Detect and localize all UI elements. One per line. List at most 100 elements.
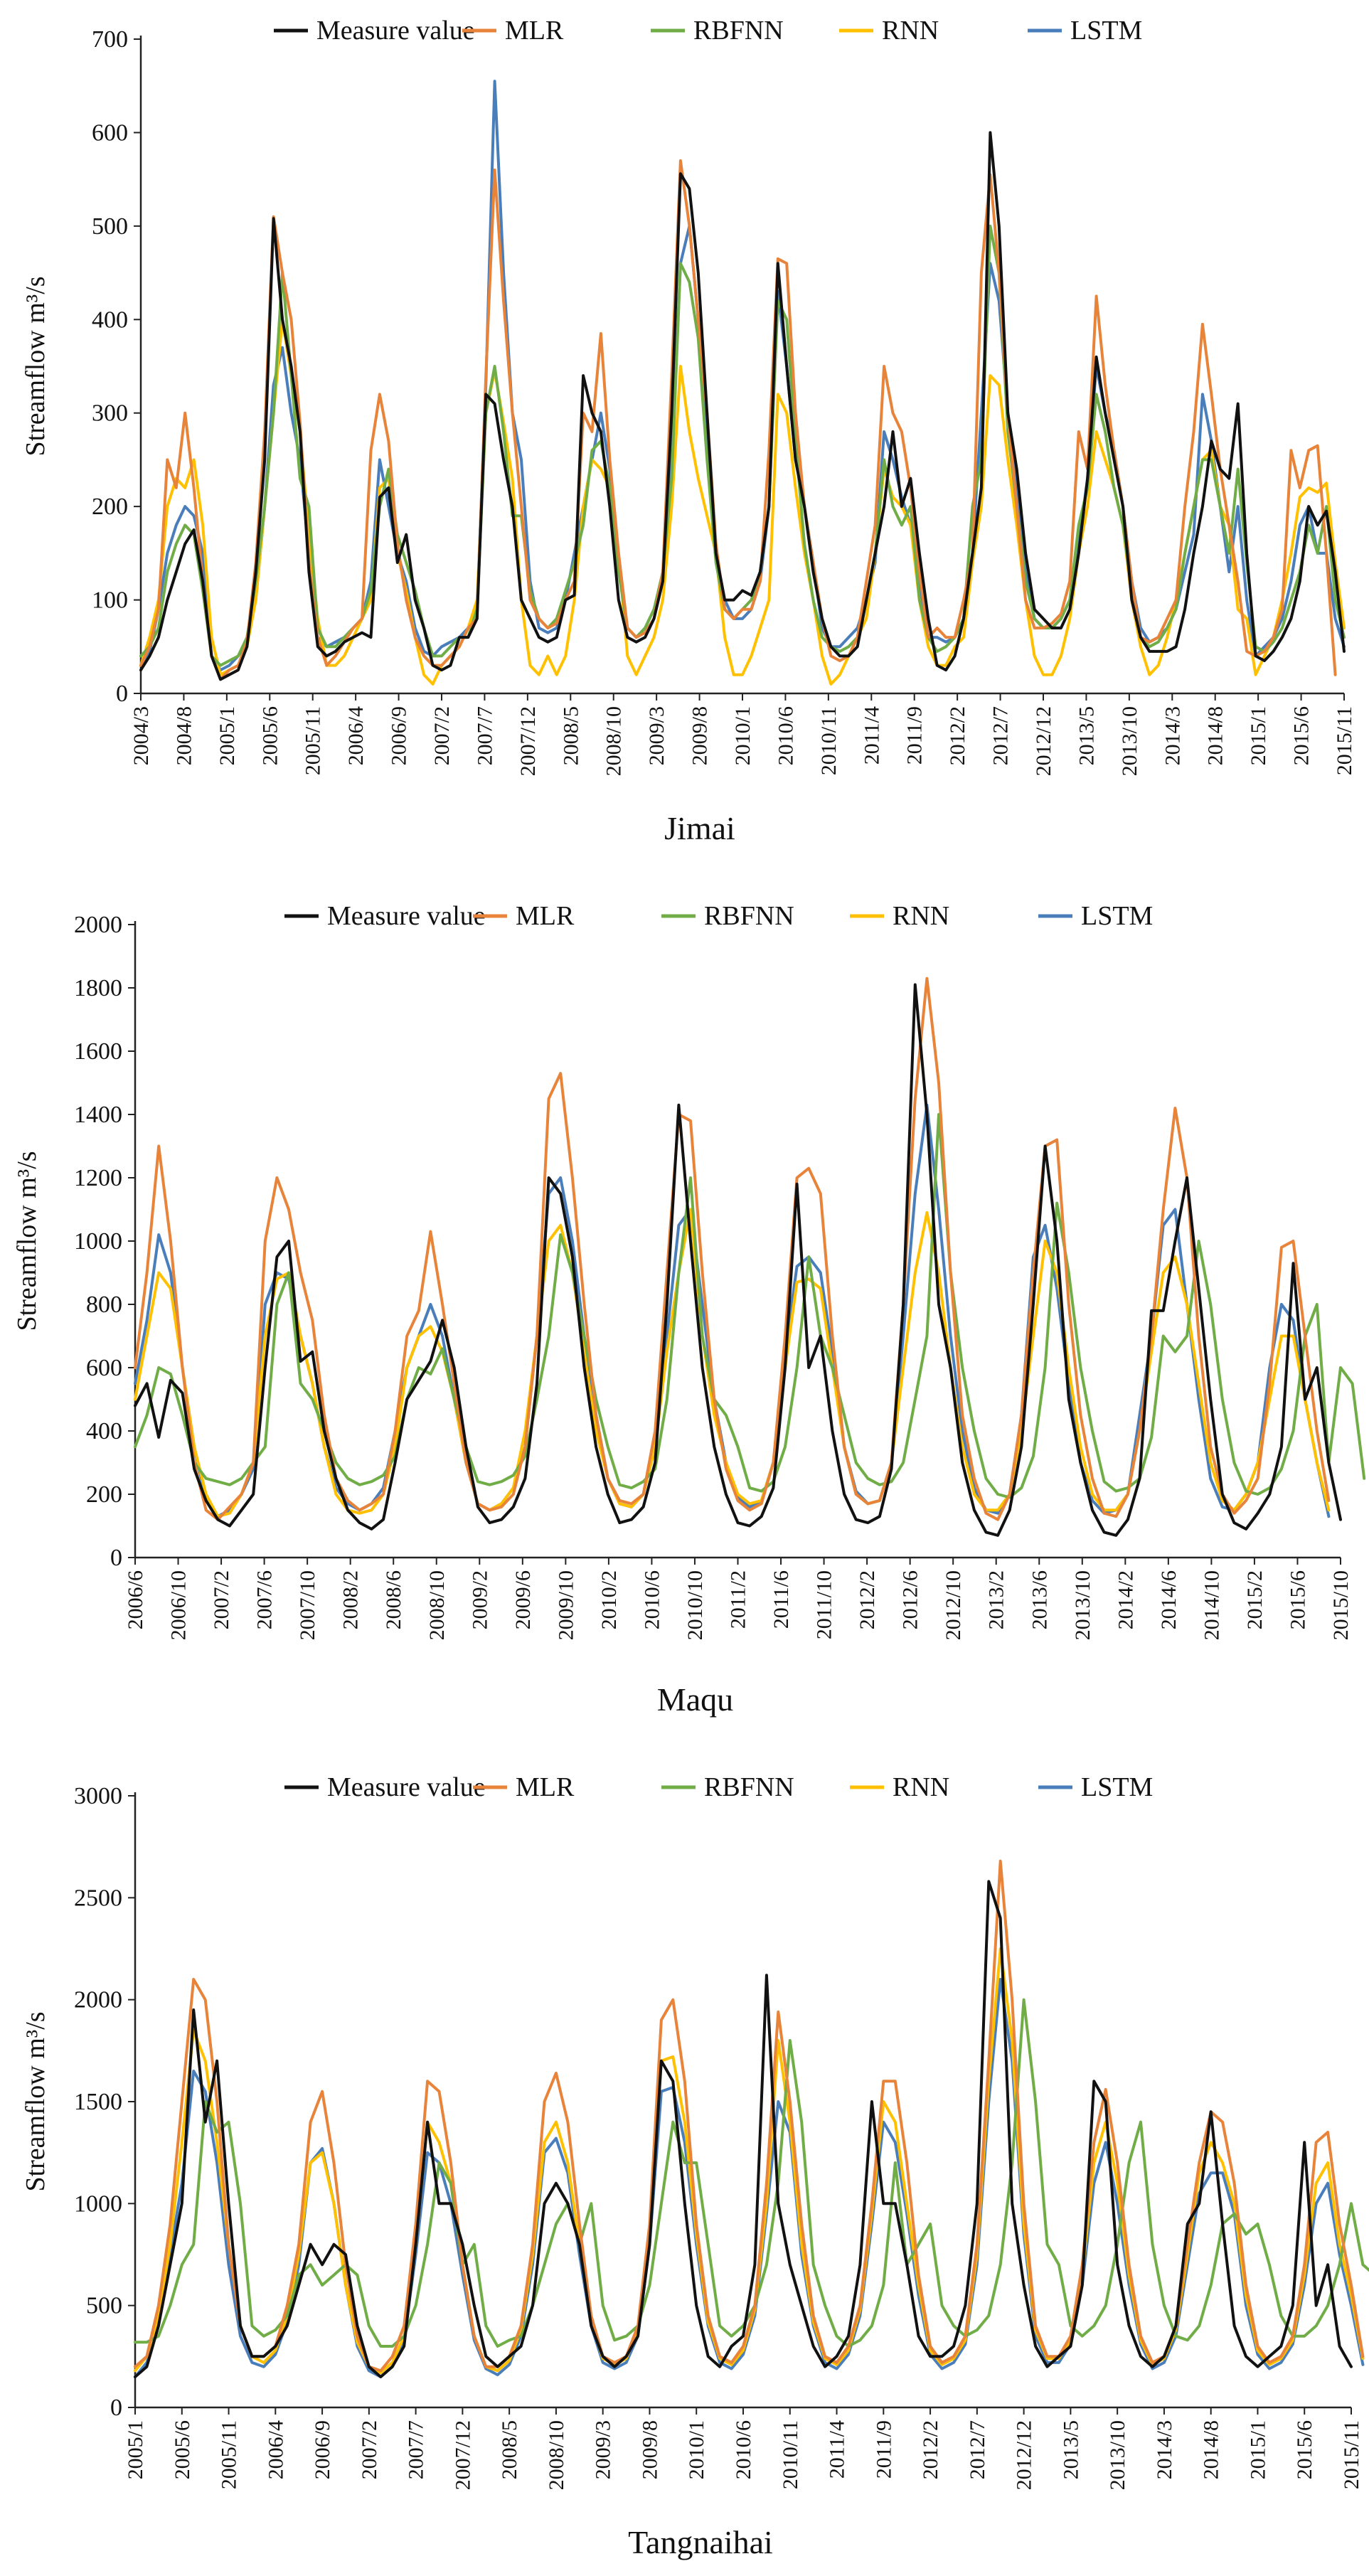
chart-tangnaihai: 0 500 1000 1500 2000 2500 3000 2005/1 2005/6 2005…: [21, 1772, 1369, 2560]
tangnaihai-xtick-label: 2010/6: [732, 2420, 755, 2479]
maqu-xtick-label: 2013/2: [985, 1570, 1008, 1629]
jimai-ytick-label: 0: [116, 681, 128, 707]
jimai-ytick-label: 700: [92, 26, 128, 53]
jimai-xtick-label: 2009/3: [645, 706, 668, 765]
maqu-series-measure-value: [134, 983, 1342, 1537]
tangnaihai-xtick-label: 2013/5: [1059, 2420, 1082, 2479]
tangnaihai-ytick-label: 3000: [74, 1783, 122, 1809]
maqu-xtick-label: 2012/2: [856, 1570, 879, 1629]
maqu-xtick-label: 2008/6: [382, 1570, 405, 1629]
tangnaihai-legend-label-rbfnn: RBFNN: [704, 1772, 794, 1802]
tangnaihai-xtick-label: 2014/3: [1153, 2420, 1176, 2479]
jimai-xtick-label: 2005/11: [302, 706, 325, 775]
maqu-xtick-label: 2008/10: [425, 1570, 449, 1640]
tangnaihai-xtick-label: 2005/6: [171, 2420, 194, 2479]
jimai-xtick-label: 2013/10: [1118, 706, 1141, 776]
tangnaihai-xtick-label: 2012/12: [1013, 2420, 1036, 2490]
maqu-ytick-label: 1000: [74, 1228, 122, 1255]
jimai-xtick-label: 2012/12: [1032, 706, 1055, 776]
jimai-xtick-label: 2010/6: [774, 706, 797, 765]
tangnaihai-ytick-label: 0: [110, 2395, 122, 2421]
tangnaihai-xtick-label: 2013/10: [1106, 2420, 1129, 2490]
maqu-xtick-label: 2010/6: [640, 1570, 664, 1629]
jimai-ytick-label: 100: [92, 587, 128, 614]
tangnaihai-xtick-label: 2008/10: [545, 2420, 568, 2490]
jimai-xtick-label: 2015/11: [1333, 706, 1356, 775]
maqu-ytick-label: 1800: [74, 975, 122, 1001]
maqu-xtick-label: 2006/6: [124, 1570, 147, 1629]
jimai-xtick-label: 2015/6: [1290, 706, 1314, 765]
tangnaihai-xtick-label: 2006/4: [264, 2420, 287, 2479]
maqu-ytick-label: 400: [86, 1418, 122, 1444]
tangnaihai-ytick-label: 500: [86, 2293, 122, 2319]
jimai-ytick-label: 400: [92, 307, 128, 333]
tangnaihai-xtick-label: 2011/9: [872, 2420, 895, 2479]
tangnaihai-xtick-label: 2015/1: [1246, 2420, 1269, 2479]
tangnaihai-xtick-label: 2012/2: [919, 2420, 942, 2479]
jimai-series-rnn: [139, 318, 1346, 686]
maqu-xtick-label: 2015/10: [1329, 1570, 1353, 1640]
maqu-legend-label-lstm: LSTM: [1081, 901, 1153, 931]
jimai-xtick-label: 2012/7: [989, 706, 1013, 765]
tangnaihai-xtick-label: 2012/7: [966, 2420, 989, 2479]
tangnaihai-ytick-label: 2500: [74, 1885, 122, 1911]
jimai-xtick-label: 2012/2: [946, 706, 969, 765]
maqu-xtick-label: 2014/6: [1157, 1570, 1181, 1629]
jimai-legend-label-mlr: MLR: [505, 16, 564, 46]
jimai-legend: Measure value MLR RBFNN RNN LSTM: [274, 16, 1142, 46]
tangnaihai-xtick-label: 2007/2: [358, 2420, 381, 2479]
maqu-xtick-label: 2008/2: [339, 1570, 363, 1629]
tangnaihai-legend-label-rnn: RNN: [893, 1772, 949, 1802]
jimai-xtick-label: 2013/5: [1075, 706, 1098, 765]
maqu-legend: Measure value MLR RBFNN RNN LSTM: [284, 901, 1153, 931]
jimai-ytick-label: 500: [92, 213, 128, 240]
maqu-ytick-label: 2000: [74, 912, 122, 938]
tangnaihai-chart-title: Tangnaihai: [628, 2524, 773, 2560]
maqu-ytick-label: 800: [86, 1292, 122, 1318]
jimai-series-measure-value: [139, 131, 1346, 681]
tangnaihai-xtick-label: 2009/3: [592, 2420, 615, 2479]
maqu-xtick-label: 2013/10: [1071, 1570, 1094, 1640]
jimai-xtick-label: 2007/2: [430, 706, 454, 765]
maqu-xtick-label: 2014/10: [1200, 1570, 1223, 1640]
maqu-xtick-label: 2011/10: [813, 1570, 836, 1639]
jimai-ytick-label: 300: [92, 400, 128, 427]
maqu-series-rbfnn: [134, 1113, 1366, 1499]
tangnaihai-ytick-label: 2000: [74, 1987, 122, 2013]
tangnaihai-xtick-label: 2008/5: [498, 2420, 521, 2479]
maqu-legend-label-rnn: RNN: [893, 901, 949, 931]
tangnaihai-xtick-label: 2005/11: [218, 2420, 241, 2489]
maqu-xtick-label: 2015/6: [1286, 1570, 1309, 1629]
jimai-xtick-label: 2014/8: [1204, 706, 1227, 765]
jimai-xtick-label: 2008/10: [602, 706, 626, 776]
maqu-xtick-label: 2009/6: [511, 1570, 535, 1629]
maqu-ytick-label: 600: [86, 1355, 122, 1381]
chart-jimai: 0 100 200 300 400 500 600 700 2004/3 2004/8 2005/1…: [21, 16, 1356, 846]
jimai-xtick-label: 2007/7: [473, 706, 496, 765]
maqu-xtick-label: 2009/10: [554, 1570, 577, 1640]
maqu-xtick-label: 2011/6: [769, 1570, 793, 1629]
maqu-xtick-label: 2014/2: [1114, 1570, 1137, 1629]
maqu-ytick-label: 0: [110, 1545, 122, 1571]
maqu-xtick-label: 2012/10: [942, 1570, 965, 1640]
maqu-xtick-label: 2011/2: [727, 1570, 750, 1629]
maqu-xtick-label: 2007/10: [296, 1570, 319, 1640]
maqu-ytick-label: 200: [86, 1481, 122, 1508]
jimai-chart-title: Jimai: [664, 810, 735, 846]
maqu-y-axis-title: Streamflow m³/s: [12, 1151, 42, 1331]
jimai-xtick-label: 2004/8: [172, 706, 196, 765]
maqu-legend-label-mlr: MLR: [516, 901, 575, 931]
maqu-series-lstm: [134, 1103, 1331, 1518]
maqu-xtick-label: 2013/6: [1028, 1570, 1051, 1629]
jimai-xtick-label: 2011/9: [903, 706, 927, 765]
tangnaihai-xtick-label: 2014/8: [1200, 2420, 1223, 2479]
maqu-xtick-label: 2007/2: [210, 1570, 233, 1629]
tangnaihai-xtick-label: 2007/7: [405, 2420, 428, 2479]
jimai-xtick-label: 2005/6: [258, 706, 282, 765]
tangnaihai-series-mlr: [134, 1859, 1365, 2373]
maqu-xtick-label: 2010/2: [597, 1570, 621, 1629]
jimai-xtick-label: 2010/1: [731, 706, 755, 765]
maqu-ytick-label: 1600: [74, 1038, 122, 1065]
maqu-xtick-label: 2007/6: [253, 1570, 277, 1629]
